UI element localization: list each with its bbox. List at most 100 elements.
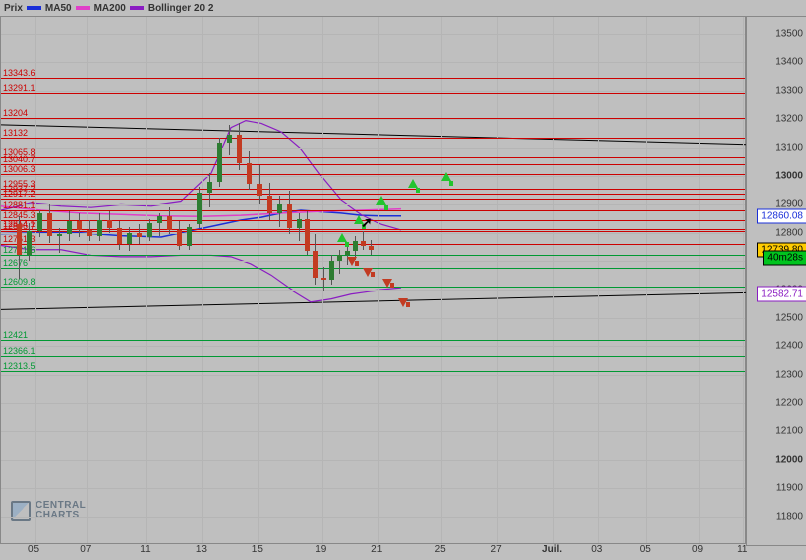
- forecast-arrow: [398, 298, 408, 307]
- level-label: 12421: [3, 330, 28, 340]
- ytick: 12500: [775, 312, 803, 323]
- candle[interactable]: [187, 227, 192, 245]
- legend-swatch-bb: [130, 6, 144, 10]
- candle[interactable]: [297, 219, 302, 229]
- level-label: 12313.5: [3, 361, 36, 371]
- candle[interactable]: [321, 278, 326, 280]
- logo-icon: [11, 501, 31, 521]
- candle[interactable]: [127, 233, 132, 244]
- candle[interactable]: [47, 213, 52, 236]
- level-label: 13343.6: [3, 68, 36, 78]
- x-axis: 050711131519212527Juil.03050911: [0, 544, 746, 560]
- candle[interactable]: [369, 246, 374, 250]
- legend-swatch-ma50: [27, 6, 41, 10]
- candle[interactable]: [305, 219, 310, 252]
- ytick: 12300: [775, 369, 803, 380]
- candle[interactable]: [137, 233, 142, 237]
- price-box: 12860.08: [757, 208, 806, 223]
- candle[interactable]: [147, 223, 152, 237]
- xtick: 11: [140, 544, 150, 555]
- candle[interactable]: [77, 221, 82, 230]
- candle[interactable]: [227, 135, 232, 144]
- xtick: 13: [196, 544, 207, 555]
- candle[interactable]: [337, 255, 342, 261]
- level-label: 13291.1: [3, 83, 36, 93]
- xtick: 19: [315, 544, 326, 555]
- level-label: 12881.1: [3, 200, 36, 210]
- candle[interactable]: [345, 251, 350, 255]
- legend-label-ma50: MA50: [45, 3, 72, 14]
- candle[interactable]: [207, 182, 212, 193]
- candle[interactable]: [353, 241, 358, 251]
- ytick: 12100: [775, 426, 803, 437]
- candle[interactable]: [329, 261, 334, 279]
- level-label: 13040.7: [3, 154, 36, 164]
- forecast-arrow: [408, 179, 418, 188]
- forecast-arrow: [363, 268, 373, 277]
- xtick: 15: [252, 544, 263, 555]
- ytick: 13000: [775, 170, 803, 181]
- chart-root: Prix MA50 MA200 Bollinger 20 2 CENTRALCH…: [0, 0, 806, 560]
- legend-title: Prix: [4, 3, 23, 14]
- candle[interactable]: [287, 204, 292, 228]
- level-label: 13204: [3, 108, 28, 118]
- candle[interactable]: [167, 216, 172, 230]
- xtick: 05: [640, 544, 651, 555]
- ytick: 12800: [775, 227, 803, 238]
- legend-swatch-ma200: [76, 6, 90, 10]
- price-box: 12582.71: [757, 287, 806, 302]
- ytick: 12400: [775, 341, 803, 352]
- legend-label-ma200: MA200: [94, 3, 126, 14]
- xtick: Juil.: [542, 544, 562, 555]
- candle[interactable]: [361, 241, 366, 245]
- candle[interactable]: [217, 143, 222, 181]
- xtick: 25: [435, 544, 446, 555]
- candle[interactable]: [313, 251, 318, 278]
- xtick: 27: [491, 544, 502, 555]
- forecast-arrow: [337, 233, 347, 242]
- candle[interactable]: [277, 204, 282, 213]
- candle[interactable]: [157, 216, 162, 223]
- candle[interactable]: [267, 196, 272, 213]
- candle[interactable]: [17, 224, 22, 255]
- logo-text: CENTRALCHARTS: [35, 501, 86, 521]
- direction-arrow: ➚: [361, 214, 373, 231]
- candle[interactable]: [107, 220, 112, 228]
- candle[interactable]: [37, 213, 42, 231]
- level-label: 12366.1: [3, 346, 36, 356]
- ytick: 13200: [775, 114, 803, 125]
- candle[interactable]: [177, 230, 182, 246]
- candle[interactable]: [117, 228, 122, 244]
- candle[interactable]: [247, 163, 252, 184]
- candle[interactable]: [57, 234, 62, 236]
- xtick: 09: [692, 544, 703, 555]
- y-axis: 1180011900120001210012200123001240012500…: [746, 16, 806, 546]
- ytick: 12000: [775, 454, 803, 465]
- price-box: 40m28s: [763, 250, 806, 265]
- watermark-logo: CENTRALCHARTS: [11, 501, 86, 521]
- candle[interactable]: [257, 184, 262, 195]
- forecast-arrow: [441, 172, 451, 181]
- level-label: 13006.3: [3, 164, 36, 174]
- forecast-arrow: [382, 279, 392, 288]
- legend-label-bb: Bollinger 20 2: [148, 3, 214, 14]
- xtick: 03: [591, 544, 602, 555]
- ytick: 13300: [775, 85, 803, 96]
- candle[interactable]: [97, 220, 102, 236]
- ytick: 13400: [775, 57, 803, 68]
- ytick: 11800: [776, 511, 803, 522]
- candle[interactable]: [197, 193, 202, 224]
- ytick: 11900: [776, 483, 803, 494]
- candle[interactable]: [237, 135, 242, 163]
- ytick: 13500: [775, 29, 803, 40]
- candle[interactable]: [87, 230, 92, 236]
- plot-area[interactable]: CENTRALCHARTS 13343.613291.1132041313213…: [0, 16, 746, 544]
- level-label: 12917.2: [3, 189, 36, 199]
- xtick: 21: [371, 544, 382, 555]
- xtick: 05: [28, 544, 39, 555]
- candle[interactable]: [27, 231, 32, 255]
- xtick: 11: [737, 544, 747, 555]
- level-label: 12676: [3, 258, 28, 268]
- candle[interactable]: [67, 221, 72, 234]
- legend: Prix MA50 MA200 Bollinger 20 2: [4, 1, 213, 15]
